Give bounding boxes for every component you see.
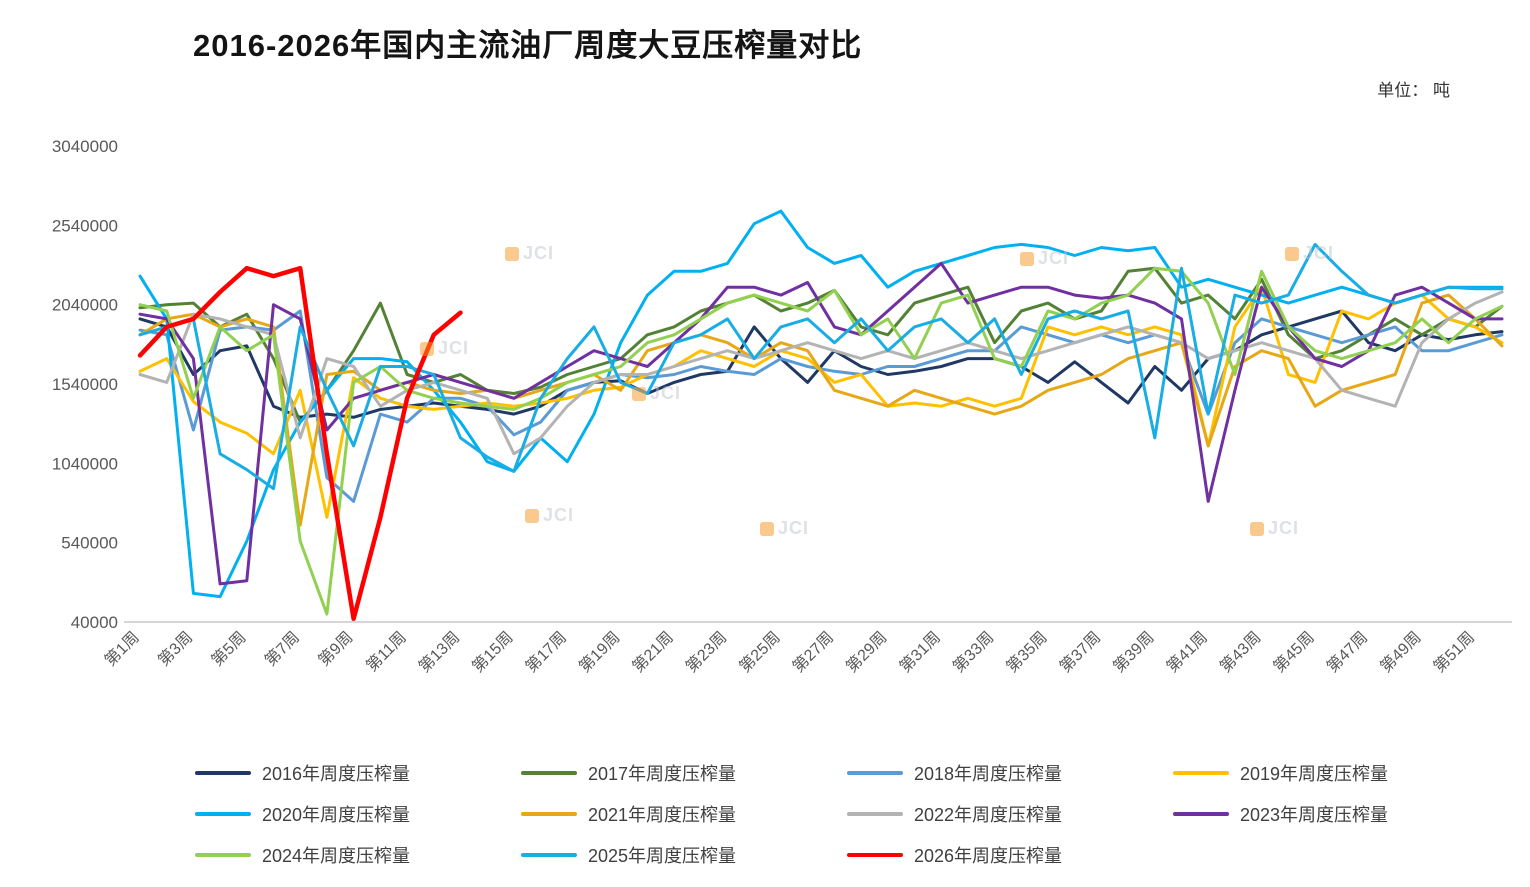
legend-swatch <box>521 853 577 857</box>
legend-item: 2023年周度压榨量 <box>1173 801 1499 827</box>
x-axis-tick-label: 第35周 <box>1003 628 1051 676</box>
x-axis-tick-label: 第3周 <box>155 628 197 670</box>
legend-item: 2021年周度压榨量 <box>521 801 847 827</box>
legend-item: 2018年周度压榨量 <box>847 760 1173 786</box>
x-axis-tick-label: 第27周 <box>789 628 837 676</box>
y-axis-tick-label: 1540000 <box>52 375 118 394</box>
x-axis-tick-label: 第17周 <box>522 628 570 676</box>
legend-label: 2025年周度压榨量 <box>588 846 737 866</box>
legend-item: 2020年周度压榨量 <box>195 801 521 827</box>
legend-label: 2019年周度压榨量 <box>1240 764 1389 784</box>
legend-swatch <box>195 771 251 775</box>
x-axis-tick-label: 第33周 <box>949 628 997 676</box>
legend-label: 2020年周度压榨量 <box>262 805 411 825</box>
x-axis-tick-label: 第29周 <box>843 628 891 676</box>
x-axis-tick-label: 第19周 <box>576 628 624 676</box>
x-axis-tick-label: 第45周 <box>1270 628 1318 676</box>
x-axis-tick-label: 第13周 <box>415 628 463 676</box>
x-axis-tick-label: 第51周 <box>1430 628 1478 676</box>
y-axis-tick-label: 2040000 <box>52 296 118 315</box>
x-axis-tick-label: 第23周 <box>682 628 730 676</box>
series-line-2023年周度压榨量 <box>138 261 1504 586</box>
series-line-2022年周度压榨量 <box>138 290 1504 456</box>
legend-item: 2017年周度压榨量 <box>521 760 847 786</box>
x-axis-tick-label: 第41周 <box>1163 628 1211 676</box>
series-line-2026年周度压榨量 <box>137 265 463 622</box>
line-chart-plot: 40000 540000 1040000 1540000 2040000 2540000 3… <box>52 137 1512 676</box>
x-axis-tick-label: 第9周 <box>315 628 357 670</box>
legend-swatch <box>847 771 903 775</box>
x-axis-tick-label: 第43周 <box>1217 628 1265 676</box>
y-axis-tick-label: 1040000 <box>52 454 118 473</box>
legend-swatch <box>521 771 577 775</box>
unit-label: 单位： 吨 <box>1377 81 1450 100</box>
legend-item: 2026年周度压榨量 <box>847 842 1173 868</box>
legend-swatch <box>195 853 251 857</box>
x-axis-tick-label: 第49周 <box>1377 628 1425 676</box>
legend-item: 2019年周度压榨量 <box>1173 760 1499 786</box>
legend-label: 2023年周度压榨量 <box>1240 805 1389 825</box>
x-axis-tick-label: 第21周 <box>629 628 677 676</box>
y-axis-tick-label: 540000 <box>61 534 118 553</box>
legend-label: 2016年周度压榨量 <box>262 764 411 784</box>
legend-swatch <box>847 812 903 816</box>
x-axis-tick-label: 第1周 <box>101 628 143 670</box>
legend-label: 2024年周度压榨量 <box>262 846 411 866</box>
series-line-2025年周度压榨量 <box>138 242 1504 491</box>
legend-label: 2026年周度压榨量 <box>914 846 1063 866</box>
legend-item: 2022年周度压榨量 <box>847 801 1173 827</box>
legend-swatch <box>1173 812 1229 816</box>
x-axis-tick-label: 第15周 <box>469 628 517 676</box>
x-axis-tick-label: 第5周 <box>208 628 250 670</box>
x-axis-tick-label: 第31周 <box>896 628 944 676</box>
x-axis-tick-label: 第39周 <box>1110 628 1158 676</box>
legend-swatch <box>1173 771 1229 775</box>
x-axis-tick-label: 第47周 <box>1323 628 1371 676</box>
legend-swatch <box>521 812 577 816</box>
legend-label: 2017年周度压榨量 <box>588 764 737 784</box>
legend-label: 2018年周度压榨量 <box>914 764 1063 784</box>
legend-swatch <box>847 853 903 857</box>
y-axis-tick-label: 2540000 <box>52 216 118 235</box>
y-axis-tick-label: 40000 <box>71 613 118 632</box>
x-axis-tick-label: 第37周 <box>1056 628 1104 676</box>
series-line-2021年周度压榨量 <box>138 293 1504 527</box>
legend-label: 2021年周度压榨量 <box>588 805 737 825</box>
legend-label: 2022年周度压榨量 <box>914 805 1063 825</box>
x-axis-tick-label: 第7周 <box>261 628 303 670</box>
legend-item: 2024年周度压榨量 <box>195 842 521 868</box>
chart-legend: 2016年周度压榨量 2017年周度压榨量 2018年周度压榨量 2019年周度压榨量… <box>195 760 1499 868</box>
chart-title: 2016-2026年国内主流油厂周度大豆压榨量对比 <box>193 28 863 63</box>
series-line-2019年周度压榨量 <box>138 285 1504 519</box>
legend-swatch <box>195 812 251 816</box>
legend-item: 2025年周度压榨量 <box>521 842 847 868</box>
x-axis-tick-label: 第25周 <box>736 628 784 676</box>
y-axis-tick-label: 3040000 <box>52 137 118 156</box>
x-axis-tick-label: 第11周 <box>363 628 410 675</box>
series-line-2020年周度压榨量 <box>138 209 1504 599</box>
legend-item: 2016年周度压榨量 <box>195 760 521 786</box>
